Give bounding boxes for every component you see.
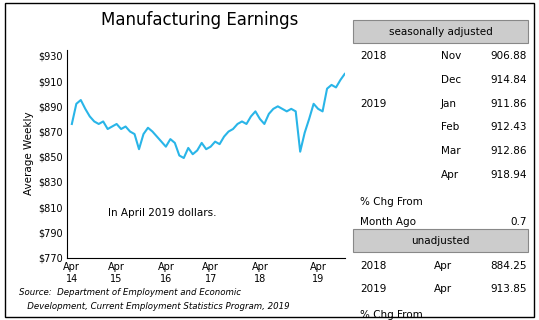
Text: % Chg From: % Chg From	[360, 197, 423, 207]
FancyBboxPatch shape	[353, 229, 528, 252]
Text: 914.84: 914.84	[490, 75, 527, 84]
Text: 0.7: 0.7	[510, 217, 527, 228]
Text: seasonally adjusted: seasonally adjusted	[389, 27, 493, 37]
Text: Development, Current Employment Statistics Program, 2019: Development, Current Employment Statisti…	[19, 302, 289, 311]
Text: Apr: Apr	[434, 261, 452, 271]
Text: Manufacturing Earnings: Manufacturing Earnings	[101, 11, 298, 29]
Text: Feb: Feb	[441, 123, 459, 132]
Text: 2018: 2018	[360, 51, 386, 61]
Text: 912.86: 912.86	[490, 147, 527, 156]
Y-axis label: Average Weekly: Average Weekly	[24, 112, 33, 196]
Text: Mar: Mar	[441, 147, 460, 156]
FancyBboxPatch shape	[353, 20, 528, 44]
Text: unadjusted: unadjusted	[411, 236, 470, 246]
Text: Nov: Nov	[441, 51, 461, 61]
Text: 2019: 2019	[360, 284, 386, 294]
Text: 911.86: 911.86	[490, 99, 527, 108]
Text: 913.85: 913.85	[490, 284, 527, 294]
Text: Apr: Apr	[441, 170, 459, 180]
Text: 906.88: 906.88	[490, 51, 527, 61]
Text: % Chg From: % Chg From	[360, 310, 423, 320]
Text: 912.43: 912.43	[490, 123, 527, 132]
Text: 884.25: 884.25	[490, 261, 527, 271]
Text: Source:  Department of Employment and Economic: Source: Department of Employment and Eco…	[19, 288, 241, 297]
Text: Month Ago: Month Ago	[360, 217, 416, 228]
Text: Apr: Apr	[434, 284, 452, 294]
Text: 918.94: 918.94	[490, 170, 527, 180]
Text: 2018: 2018	[360, 261, 386, 271]
Text: Jan: Jan	[441, 99, 457, 108]
Text: 2019: 2019	[360, 99, 386, 108]
Text: Dec: Dec	[441, 75, 461, 84]
Text: In April 2019 dollars.: In April 2019 dollars.	[108, 208, 216, 218]
